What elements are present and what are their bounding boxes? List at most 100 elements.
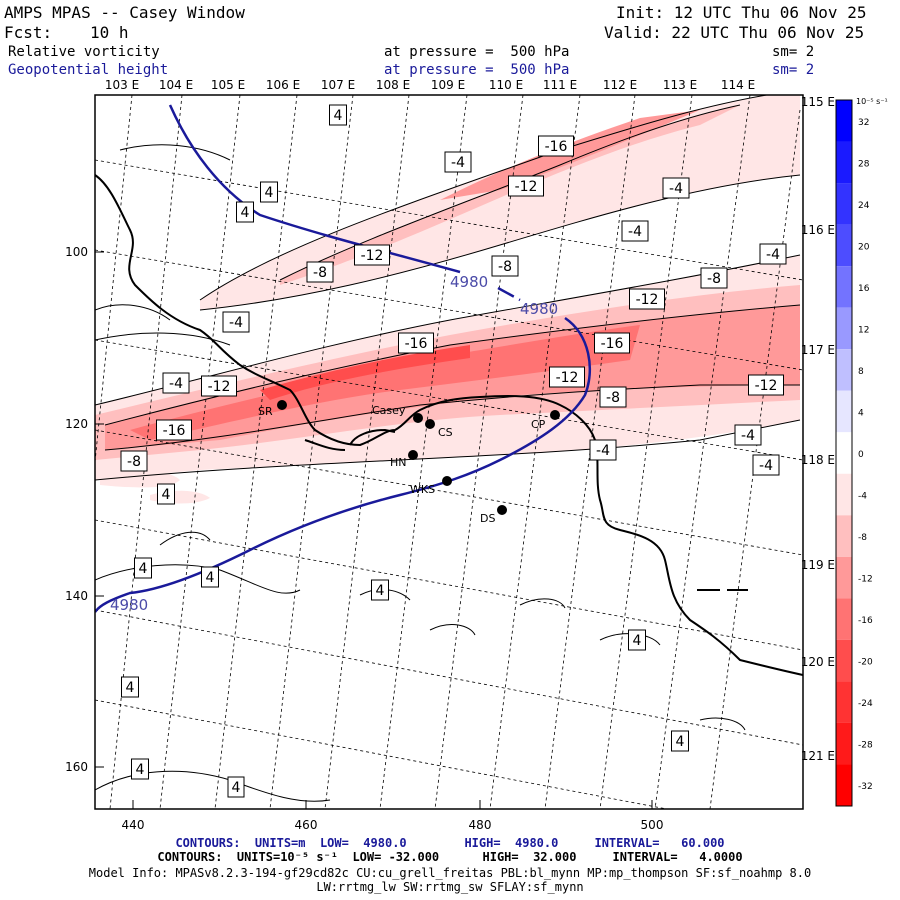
station-label: Casey	[372, 404, 406, 417]
colorbar-swatch	[836, 390, 852, 433]
svg-text:4: 4	[241, 205, 250, 221]
svg-text:-16: -16	[601, 336, 624, 352]
stations: SR Casey CS CP HN WKS DS	[258, 400, 560, 525]
x-tick-label: 480	[469, 818, 492, 832]
svg-text:-12: -12	[515, 179, 538, 195]
svg-text:4: 4	[232, 780, 241, 796]
vorticity-label: -4	[752, 454, 780, 476]
vorticity-label: 4	[121, 676, 139, 698]
vorticity-label: 4	[260, 181, 278, 203]
colorbar-label: -24	[858, 699, 873, 709]
x-axis: 440 460 480 500	[122, 800, 664, 832]
top-longitude-label: 114 E	[721, 78, 755, 92]
field1-level: at pressure = 500 hPa	[384, 44, 570, 60]
right-longitude-label: 120 E	[801, 655, 835, 669]
forecast-hours: 10 h	[90, 23, 129, 42]
right-longitude-label: 115 E	[801, 95, 835, 109]
x-tick-label: 500	[641, 818, 664, 832]
vorticity-label: -12	[201, 375, 237, 397]
colorbar-swatch	[836, 224, 852, 267]
footer-vorticity-contours: CONTOURS: UNITS=10⁻⁵ s⁻¹ LOW= -32.000 HI…	[157, 850, 743, 864]
station-label: SR	[258, 405, 273, 418]
colorbar-label: -16	[858, 616, 873, 626]
colorbar: 32 28 24 20 16 12 8 4 0 -4 -8 -12 -16 -20 -24 -28 -32 10⁻…	[835, 97, 888, 807]
footer-height-contours: CONTOURS: UNITS=m LOW= 4980.0 HIGH= 4980…	[175, 836, 725, 850]
station-label: CS	[438, 426, 453, 439]
top-longitude-label: 110 E	[489, 78, 523, 92]
svg-text:-12: -12	[636, 292, 659, 308]
station-label: DS	[480, 512, 495, 525]
vorticity-label: -16	[398, 332, 434, 354]
colorbar-swatch	[836, 349, 852, 391]
vorticity-label: -16	[156, 419, 192, 441]
station-marker	[408, 450, 418, 460]
svg-text:4: 4	[376, 583, 385, 599]
vorticity-label: -4	[162, 372, 190, 394]
vorticity-label: -16	[538, 135, 574, 157]
svg-text:-12: -12	[361, 248, 384, 264]
top-longitude-label: 105 E	[211, 78, 245, 92]
colorbar-label: -20	[858, 658, 873, 668]
height-contour-4980	[95, 104, 592, 613]
svg-text:-16: -16	[405, 336, 428, 352]
station-label: WKS	[410, 483, 435, 496]
height-label: 4980	[520, 300, 558, 318]
colorbar-swatch	[836, 556, 852, 599]
x-tick-label: 440	[122, 818, 145, 832]
svg-text:-8: -8	[498, 259, 512, 275]
colorbar-label: -28	[858, 741, 873, 751]
vorticity-label: 4	[329, 104, 347, 126]
right-longitude-label: 119 E	[801, 558, 835, 572]
right-longitude-label: 116 E	[801, 223, 835, 237]
footer-model-info: Model Info: MPASv8.2.3-194-gf29cd82c CU:…	[88, 866, 812, 880]
colorbar-label: 28	[858, 159, 870, 169]
colorbar-unit: 10⁻⁵ s⁻¹	[856, 97, 888, 106]
svg-text:-12: -12	[208, 379, 231, 395]
colorbar-label: 24	[858, 201, 870, 211]
y-tick-label: 140	[65, 589, 88, 603]
station-marker	[277, 400, 287, 410]
colorbar-swatch	[836, 266, 852, 308]
station-label: HN	[390, 456, 407, 469]
svg-text:4: 4	[334, 108, 343, 124]
colorbar-swatch	[836, 598, 852, 640]
colorbar-label: -32	[858, 782, 873, 792]
svg-text:4: 4	[126, 680, 135, 696]
svg-text:4: 4	[265, 185, 274, 201]
colorbar-swatch	[836, 432, 852, 474]
top-longitude-label: 107 E	[321, 78, 355, 92]
svg-text:4: 4	[633, 633, 642, 649]
colorbar-swatch	[836, 307, 852, 350]
top-longitude-label: 106 E	[266, 78, 300, 92]
colorbar-label: 32	[858, 118, 869, 128]
y-tick-label: 100	[65, 245, 88, 259]
footer-model-info-2: LW:rrtmg_lw SW:rrtmg_sw SFLAY:sf_mynn	[316, 880, 584, 894]
coastline	[95, 174, 803, 676]
top-longitude-label: 103 E	[105, 78, 139, 92]
height-label: 4980	[450, 273, 488, 291]
colorbar-swatch	[836, 639, 852, 682]
field1-name: Relative vorticity	[8, 44, 160, 60]
vorticity-label: -4	[444, 151, 472, 173]
top-longitude-label: 112 E	[603, 78, 637, 92]
vorticity-label: -12	[508, 175, 544, 197]
top-longitude-label: 109 E	[431, 78, 465, 92]
map-title: AMPS MPAS -- Casey Window	[4, 3, 245, 22]
colorbar-swatch	[836, 722, 852, 765]
colorbar-swatch	[836, 473, 852, 516]
top-longitude-label: 108 E	[376, 78, 410, 92]
y-tick-label: 160	[65, 760, 88, 774]
vorticity-label: -4	[222, 311, 250, 333]
svg-text:-4: -4	[229, 315, 243, 331]
vorticity-label: 4	[236, 201, 254, 223]
vorticity-label: -8	[120, 450, 148, 472]
valid-time: Valid: 22 UTC Thu 06 Nov 25	[604, 23, 865, 42]
colorbar-frame	[835, 99, 853, 807]
svg-text:-4: -4	[741, 428, 755, 444]
svg-text:-8: -8	[606, 390, 620, 406]
vorticity-label: -8	[700, 267, 728, 289]
vorticity-label: 4	[157, 483, 175, 505]
vorticity-label: -4	[589, 439, 617, 461]
vorticity-label: -8	[306, 261, 334, 283]
top-longitude-labels: 103 E 104 E 105 E 106 E 107 E 108 E 109 E 110 E…	[105, 78, 755, 92]
